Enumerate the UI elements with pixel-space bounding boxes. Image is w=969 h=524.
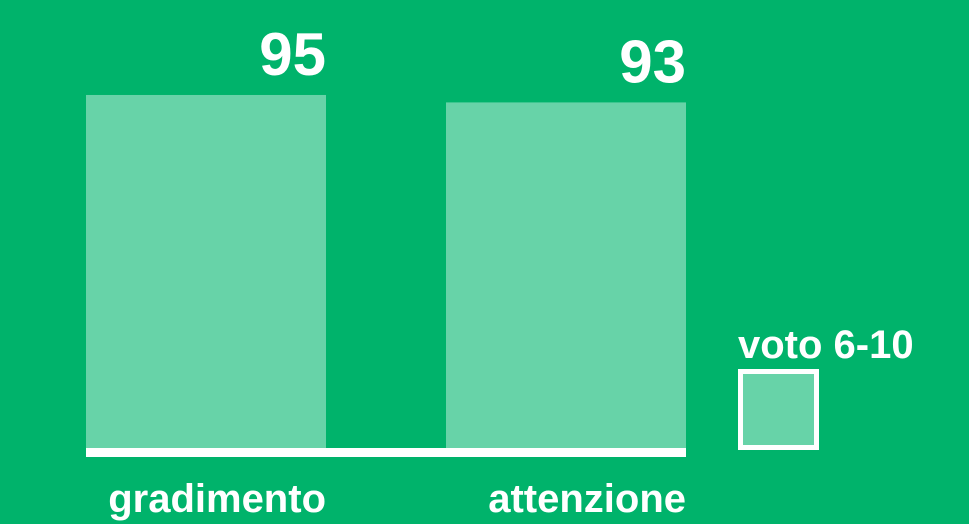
bar — [446, 102, 686, 449]
x-tick-label: gradimento — [108, 477, 326, 521]
value-label: 95 — [259, 21, 326, 88]
legend-swatch — [738, 369, 819, 450]
value-label: 93 — [619, 28, 686, 95]
legend-label: voto 6-10 — [738, 323, 914, 367]
x-tick-label: attenzione — [488, 477, 686, 521]
bar — [86, 94, 326, 448]
baseline — [86, 448, 686, 457]
